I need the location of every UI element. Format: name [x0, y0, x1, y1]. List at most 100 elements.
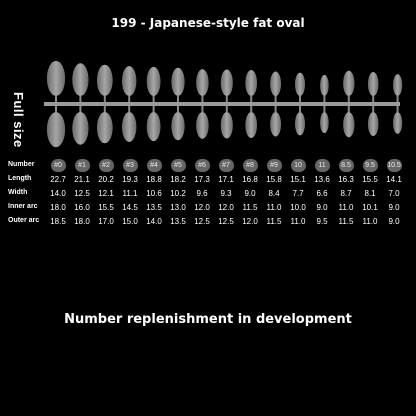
tip-stem: [201, 96, 204, 102]
number-cell: 10.5: [382, 158, 406, 172]
nail-tip: [367, 71, 379, 96]
nail-tips-illustration: [44, 60, 403, 148]
nail-tip: [96, 64, 113, 96]
tip-stem: [323, 96, 326, 102]
width-cell: 7.0: [388, 188, 400, 198]
full-size-label: Full size: [11, 92, 26, 148]
outer-arc-cell: 9.0: [388, 216, 400, 226]
nail-tip: [121, 66, 137, 96]
size-number-badge: 11: [314, 158, 330, 172]
tip-stem: [128, 96, 131, 102]
nail-tip: [72, 63, 89, 96]
tip-stem: [323, 106, 326, 112]
tip-stem: [103, 96, 106, 102]
number-cell: 9.5: [358, 158, 382, 172]
nail-tip: [196, 112, 209, 139]
nail-tip: [171, 112, 185, 141]
inner-arc-cell: 12.0: [194, 202, 210, 212]
outer-arc-cell: 13.5: [170, 216, 186, 226]
tip-stem: [103, 106, 106, 112]
length-cell: 15.1: [290, 174, 306, 184]
inner-arc-cell: 18.0: [50, 202, 66, 212]
nail-tip: [367, 112, 379, 137]
length-cell: 20.2: [98, 174, 114, 184]
size-number-badge: 8.5: [338, 158, 354, 172]
nail-tip: [96, 112, 113, 144]
number-row: Number #0 #1 #2 #3 #4 #5 #6 #7 #8 #9 10 11 8.5 9.5 10.…: [8, 158, 406, 172]
tip-stem: [299, 106, 301, 112]
nail-tip: [72, 112, 89, 145]
nail-tip: [146, 112, 161, 142]
size-number-badge: 9.5: [362, 158, 378, 172]
inner-arc-cell: 11.0: [338, 202, 354, 212]
number-cell: 10: [286, 158, 310, 172]
size-number-badge: #9: [266, 158, 282, 172]
nail-tip: [393, 112, 403, 134]
nail-tip: [393, 74, 403, 96]
length-cell: 18.8: [146, 174, 162, 184]
row-label-length: Length: [8, 175, 32, 182]
number-cell: #4: [142, 158, 166, 172]
tip-stem: [55, 96, 57, 102]
tip-stem: [372, 106, 375, 112]
length-cell: 13.6: [314, 174, 330, 184]
size-number-badge: #4: [146, 158, 162, 172]
size-number-badge: #0: [50, 158, 66, 172]
nail-tip: [270, 71, 282, 96]
nail-tip: [320, 112, 329, 134]
outer-arc-cell: 9.5: [316, 216, 328, 226]
width-cell: 6.6: [316, 188, 328, 198]
width-cell: 8.7: [340, 188, 352, 198]
tip-stem: [396, 106, 399, 112]
inner-arc-cell: 10.0: [290, 202, 306, 212]
inner-arc-cell: 13.5: [146, 202, 162, 212]
width-cell: 9.6: [196, 188, 208, 198]
inner-arc-cell: 9.0: [388, 202, 400, 212]
number-cell: #1: [70, 158, 94, 172]
inner-arc-cell: 11.5: [242, 202, 258, 212]
inner-arc-cell: 11.0: [266, 202, 282, 212]
row-label-width: Width: [8, 189, 28, 196]
inner-arc-cell: 15.5: [98, 202, 114, 212]
nail-tip: [270, 112, 282, 137]
length-cell: 17.3: [194, 174, 210, 184]
nail-tip: [171, 67, 185, 96]
outer-arc-cell: 14.0: [146, 216, 162, 226]
tip-stem: [347, 96, 350, 102]
nail-tip: [343, 112, 355, 138]
size-number-badge: #6: [194, 158, 210, 172]
length-cell: 15.5: [362, 174, 378, 184]
number-cell: #3: [118, 158, 142, 172]
outer-arc-cell: 11.5: [338, 216, 354, 226]
nail-tip: [146, 66, 161, 96]
size-number-badge: #8: [242, 158, 258, 172]
tip-stem: [79, 96, 82, 102]
number-cell: #0: [46, 158, 70, 172]
inner-arc-row: Inner arc 18.0 16.0 15.5 14.5 13.5 13.0 12.0 12…: [8, 200, 406, 214]
inner-arc-cell: 16.0: [74, 202, 90, 212]
tip-stem: [152, 106, 155, 112]
number-cell: #5: [166, 158, 190, 172]
number-cell: #7: [214, 158, 238, 172]
size-number-badge: #5: [170, 158, 186, 172]
number-cell: #6: [190, 158, 214, 172]
nail-tip: [294, 72, 306, 96]
width-cell: 12.5: [74, 188, 90, 198]
tip-stem: [225, 106, 228, 112]
number-cell: 11: [310, 158, 334, 172]
nail-tip: [121, 112, 137, 142]
size-spec-table: Number #0 #1 #2 #3 #4 #5 #6 #7 #8 #9 10 11 8.5 9.5 10.…: [8, 158, 406, 228]
tip-stem: [347, 106, 350, 112]
page-title: 199 - Japanese-style fat oval: [111, 16, 305, 30]
size-number-badge: 10.5: [386, 158, 402, 172]
width-row: Width 14.0 12.5 12.1 11.1 10.6 10.2 9.6 9.3 9.0 8…: [8, 186, 406, 200]
tip-stem: [250, 96, 253, 102]
width-cell: 9.3: [220, 188, 232, 198]
tip-stem: [225, 96, 228, 102]
length-cell: 22.7: [50, 174, 66, 184]
outer-arc-cell: 18.0: [74, 216, 90, 226]
nail-tip: [46, 60, 66, 96]
nail-tip: [220, 69, 233, 96]
inner-arc-cell: 9.0: [316, 202, 328, 212]
outer-arc-cell: 12.0: [242, 216, 258, 226]
